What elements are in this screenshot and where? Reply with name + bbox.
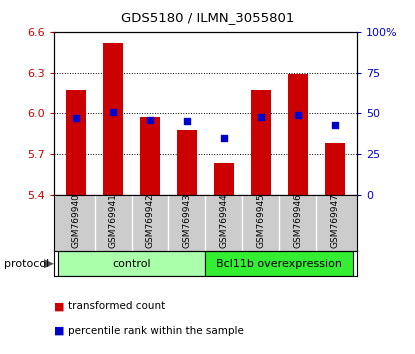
Text: GSM769947: GSM769947 [330,193,339,248]
Text: GSM769944: GSM769944 [220,193,228,248]
Text: GSM769941: GSM769941 [109,193,117,248]
Bar [58,251,205,276]
Text: GDS5180 / ILMN_3055801: GDS5180 / ILMN_3055801 [121,11,294,24]
Bar [288,74,308,195]
Text: GSM769942: GSM769942 [146,193,154,248]
Point [295,112,301,118]
Text: protocol: protocol [4,259,49,269]
Bar [140,118,160,195]
Point [183,119,190,124]
Text: ■: ■ [54,326,64,336]
Point [221,135,227,141]
Point [258,114,264,119]
Bar [177,130,197,195]
Point [73,115,79,121]
Bar [205,251,353,276]
Bar [214,164,234,195]
Point [332,122,338,127]
Text: GSM769945: GSM769945 [256,193,265,248]
Text: GSM769946: GSM769946 [293,193,302,248]
Point [146,117,153,122]
Bar [103,43,123,195]
Text: GSM769943: GSM769943 [183,193,191,248]
Text: transformed count: transformed count [68,301,166,311]
Bar [66,90,86,195]
Text: percentile rank within the sample: percentile rank within the sample [68,326,244,336]
Text: control: control [112,259,151,269]
Text: GSM769940: GSM769940 [72,193,81,248]
Text: ■: ■ [54,301,64,311]
Bar [251,90,271,195]
Bar [325,143,345,195]
Point [110,109,116,114]
Text: Bcl11b overexpression: Bcl11b overexpression [216,259,342,269]
Polygon shape [44,259,54,269]
